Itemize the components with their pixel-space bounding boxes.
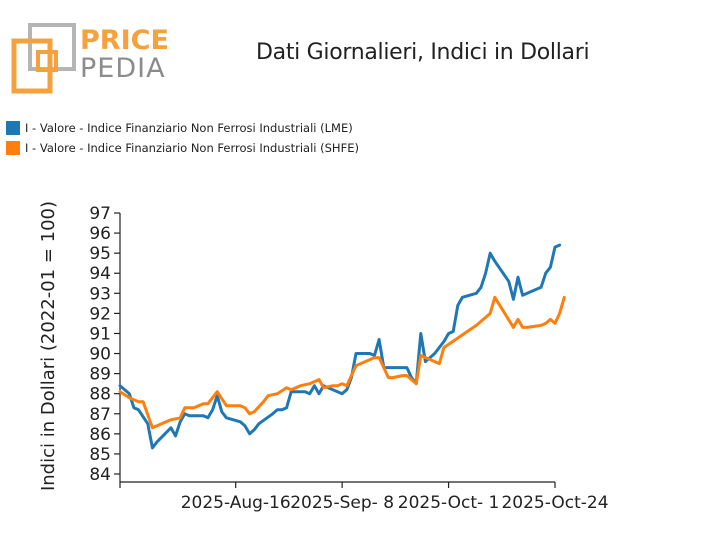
logo-inner-orange <box>36 50 58 72</box>
y-tick-label: 87 <box>89 405 111 425</box>
chart-legend: I - Valore - Indice Finanziario Non Ferr… <box>6 118 359 158</box>
y-tick-label: 95 <box>89 244 111 264</box>
y-tick-label: 91 <box>89 324 111 344</box>
y-tick-label: 93 <box>89 284 111 304</box>
y-tick-label: 84 <box>89 465 111 485</box>
y-tick-label: 92 <box>89 304 111 324</box>
y-tick-label: 88 <box>89 385 111 405</box>
y-tick-label: 85 <box>89 445 111 465</box>
y-tick-label: 90 <box>89 345 111 365</box>
y-tick-label: 97 <box>89 204 111 224</box>
x-tick-label: 2025-Oct-24 <box>501 493 608 513</box>
y-tick-label: 89 <box>89 365 111 385</box>
x-tick-label: 2025-Aug-16 <box>181 493 291 513</box>
pricepedia-logo: PRICE PEDIA <box>8 22 169 94</box>
logo-text-top: PRICE <box>80 25 168 56</box>
legend-label-lme: I - Valore - Indice Finanziario Non Ferr… <box>25 121 353 135</box>
y-tick-label: 86 <box>89 425 111 445</box>
y-tick-label: 96 <box>89 224 111 244</box>
y-axis-title: Indici in Dollari (2022-01 = 100) <box>38 201 59 491</box>
legend-item-lme[interactable]: I - Valore - Indice Finanziario Non Ferr… <box>6 118 359 138</box>
legend-swatch-shfe <box>6 141 20 155</box>
series-line-lme <box>118 243 562 450</box>
x-tick-label: 2025-Oct- 1 <box>398 493 500 513</box>
chart-series <box>118 243 566 450</box>
legend-item-shfe[interactable]: I - Valore - Indice Finanziario Non Ferr… <box>6 138 359 158</box>
legend-label-shfe: I - Valore - Indice Finanziario Non Ferr… <box>25 141 359 155</box>
y-tick-label: 94 <box>89 264 111 284</box>
chart-title: Dati Giornalieri, Indici in Dollari <box>256 40 590 65</box>
series-line-shfe <box>118 295 566 430</box>
logo-text-bottom: PEDIA <box>80 53 166 84</box>
x-tick-label: 2025-Sep- 8 <box>290 493 394 513</box>
logo-graphic: PRICE PEDIA <box>8 23 169 94</box>
legend-swatch-lme <box>6 121 20 135</box>
logo-square-orange <box>14 41 50 91</box>
